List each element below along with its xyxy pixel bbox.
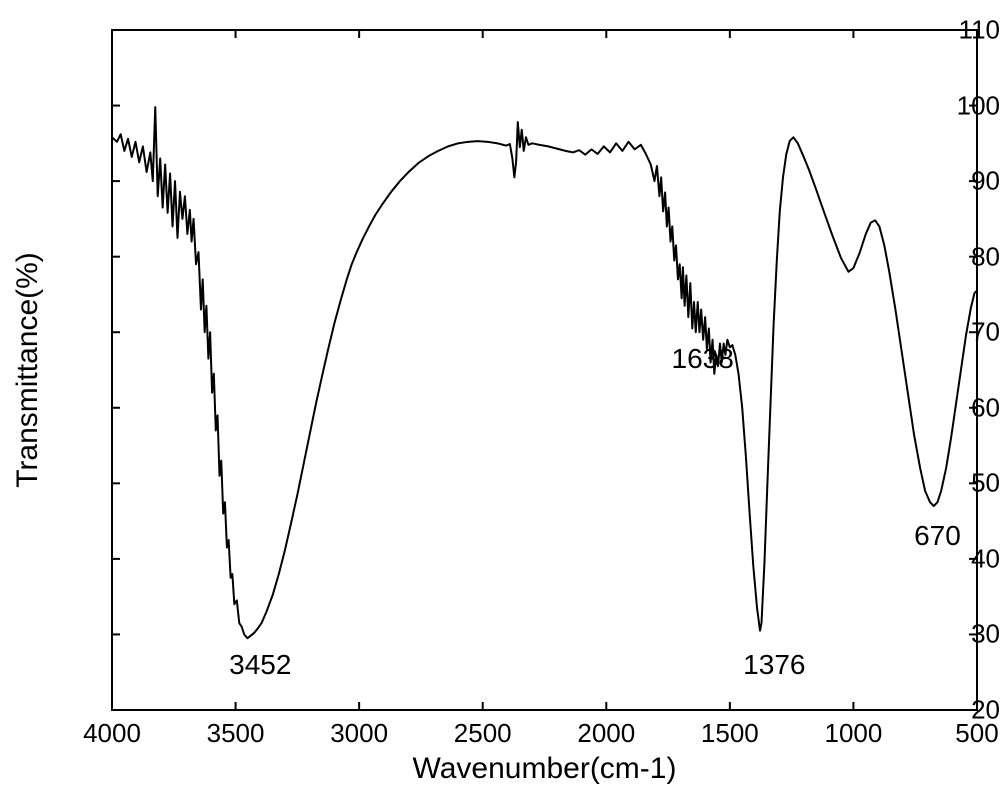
plot-svg [112,30,977,710]
y-tick-label: 110 [902,15,1000,46]
peak-label: 1638 [672,343,734,375]
peak-label: 1376 [743,649,805,681]
peak-label: 3452 [229,649,291,681]
plot-area [112,30,977,710]
x-tick-label: 3000 [330,718,388,749]
x-tick-label: 1500 [701,718,759,749]
y-axis-title: Transmittance(%) [11,252,45,488]
x-tick-label: 4000 [83,718,141,749]
y-tick-label: 90 [902,166,1000,197]
y-tick-label: 30 [902,619,1000,650]
spectrum-line [112,107,977,638]
x-tick-label: 2000 [577,718,635,749]
ftir-spectrum-chart: 2030405060708090100110 40003500300025002… [0,0,1000,803]
x-tick-label: 500 [955,718,998,749]
axis-frame [112,30,977,710]
y-tick-label: 50 [902,468,1000,499]
peak-label: 670 [914,520,961,552]
y-tick-label: 80 [902,241,1000,272]
x-axis-title: Wavenumber(cm-1) [413,752,677,786]
x-tick-label: 2500 [454,718,512,749]
x-tick-label: 3500 [207,718,265,749]
x-tick-label: 1000 [825,718,883,749]
y-tick-label: 70 [902,317,1000,348]
y-tick-label: 60 [902,392,1000,423]
y-tick-label: 100 [902,90,1000,121]
